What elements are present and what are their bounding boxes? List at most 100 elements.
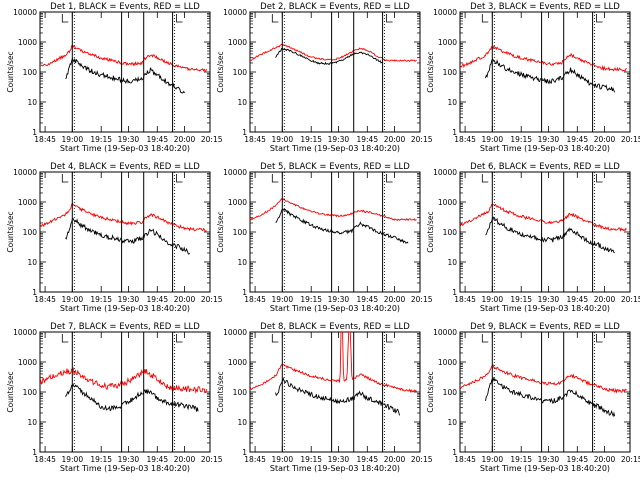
y-axis-label: Counts/sec xyxy=(426,371,435,412)
x-tick-label: 19:00 xyxy=(481,135,503,144)
y-tick-label: 100 xyxy=(233,68,248,77)
y-tick-label: 10000 xyxy=(13,8,37,17)
x-tick-label: 19:30 xyxy=(538,295,560,304)
x-tick-label: 18:45 xyxy=(244,455,266,464)
chart-title: Det 7, BLACK = Events, RED = LLD xyxy=(50,322,200,332)
y-tick-label: 10 xyxy=(447,418,457,427)
x-tick-label: 19:45 xyxy=(146,135,168,144)
plot-frame xyxy=(459,171,631,293)
interval-bracket xyxy=(596,174,603,183)
x-tick-label: 18:45 xyxy=(244,295,266,304)
x-tick-label: 19:45 xyxy=(566,295,588,304)
chart-title: Det 2, BLACK = Events, RED = LLD xyxy=(260,2,410,12)
x-tick-label: 19:30 xyxy=(538,455,560,464)
interval-bracket xyxy=(61,174,69,183)
x-tick-label: 18:45 xyxy=(34,135,56,144)
y-tick-label: 1000 xyxy=(18,358,37,367)
y-tick-label: 1000 xyxy=(18,38,37,47)
series-events-line xyxy=(65,217,190,255)
x-tick-label: 20:00 xyxy=(174,135,196,144)
interval-bracket xyxy=(176,334,183,343)
y-tick-label: 1000 xyxy=(228,38,247,47)
plot-frame xyxy=(39,11,211,133)
x-tick-label: 19:00 xyxy=(271,295,293,304)
x-tick-label: 20:15 xyxy=(621,455,640,464)
plot-frame xyxy=(459,11,631,133)
plot-frame xyxy=(459,331,631,453)
chart-panel-det-7: Det 7, BLACK = Events, RED = LLD 1 10 100 10… xyxy=(6,322,223,473)
chart-panel-det-8: Det 8, BLACK = Events, RED = LLD 1 10 100 10… xyxy=(216,322,433,473)
series-lld-line xyxy=(40,367,208,394)
chart-panel-det-9: Det 9, BLACK = Events, RED = LLD 1 10 100 10… xyxy=(426,322,640,473)
y-tick-label: 1 xyxy=(32,448,37,457)
x-axis-label: Start Time (19-Sep-03 18:40:20) xyxy=(270,464,400,473)
y-tick-label: 10 xyxy=(27,418,37,427)
y-tick-label: 1 xyxy=(32,128,37,137)
x-tick-label: 20:00 xyxy=(174,455,196,464)
interval-bracket xyxy=(176,174,183,183)
interval-bracket xyxy=(176,14,183,23)
y-tick-label: 10000 xyxy=(223,328,247,337)
x-tick-label: 19:00 xyxy=(61,295,83,304)
chart-panel-det-4: Det 4, BLACK = Events, RED = LLD 1 10 100 10… xyxy=(6,162,223,313)
y-tick-label: 10 xyxy=(237,258,247,267)
x-tick-label: 18:45 xyxy=(454,295,476,304)
x-tick-label: 19:15 xyxy=(300,295,322,304)
series-events-line xyxy=(275,47,383,65)
x-tick-label: 20:15 xyxy=(201,135,223,144)
series-lld-line xyxy=(250,332,417,394)
y-axis-label: Counts/sec xyxy=(6,371,15,412)
x-axis-label: Start Time (19-Sep-03 18:40:20) xyxy=(480,464,610,473)
x-tick-label: 20:00 xyxy=(384,135,406,144)
x-tick-label: 19:45 xyxy=(566,135,588,144)
chart-panel-det-2: Det 2, BLACK = Events, RED = LLD 1 10 100 10… xyxy=(216,2,433,153)
interval-bracket xyxy=(386,14,393,23)
y-tick-label: 100 xyxy=(233,228,248,237)
series-events-line xyxy=(275,377,401,416)
series-lld-line xyxy=(460,45,627,72)
x-axis-label: Start Time (19-Sep-03 18:40:20) xyxy=(60,304,190,313)
x-tick-label: 20:15 xyxy=(411,295,433,304)
y-tick-label: 10000 xyxy=(433,168,457,177)
interval-bracket xyxy=(481,14,489,23)
series-lld-line xyxy=(250,197,417,222)
x-tick-label: 19:00 xyxy=(481,295,503,304)
x-tick-label: 18:45 xyxy=(244,135,266,144)
x-tick-label: 20:15 xyxy=(411,455,433,464)
x-tick-label: 18:45 xyxy=(34,455,56,464)
chart-title: Det 9, BLACK = Events, RED = LLD xyxy=(470,322,620,332)
x-axis-label: Start Time (19-Sep-03 18:40:20) xyxy=(60,144,190,153)
x-tick-label: 19:15 xyxy=(90,295,112,304)
y-axis-label: Counts/sec xyxy=(6,211,15,252)
x-tick-label: 20:00 xyxy=(384,455,406,464)
series-group xyxy=(460,203,627,254)
series-group xyxy=(40,202,207,255)
y-tick-label: 100 xyxy=(23,68,38,77)
x-tick-label: 20:00 xyxy=(594,135,616,144)
x-tick-label: 20:00 xyxy=(594,295,616,304)
x-tick-label: 19:15 xyxy=(300,135,322,144)
interval-bracket xyxy=(596,334,603,343)
x-tick-label: 20:00 xyxy=(594,455,616,464)
x-tick-label: 18:45 xyxy=(34,295,56,304)
x-axis-label: Start Time (19-Sep-03 18:40:20) xyxy=(480,144,610,153)
series-group xyxy=(460,45,627,93)
y-tick-label: 1 xyxy=(452,448,457,457)
interval-bracket xyxy=(61,14,69,23)
y-tick-label: 10000 xyxy=(223,8,247,17)
y-tick-label: 100 xyxy=(23,388,38,397)
series-lld-line xyxy=(460,364,627,394)
chart-panel-det-1: Det 1, BLACK = Events, RED = LLD 1 10 100 10… xyxy=(6,2,223,153)
chart-title: Det 4, BLACK = Events, RED = LLD xyxy=(50,162,200,172)
interval-bracket xyxy=(271,174,279,183)
chart-title: Det 5, BLACK = Events, RED = LLD xyxy=(260,162,410,172)
y-tick-label: 10 xyxy=(27,258,37,267)
y-tick-label: 10 xyxy=(237,98,247,107)
series-lld-line xyxy=(40,44,208,72)
y-tick-label: 10000 xyxy=(433,328,457,337)
y-tick-label: 100 xyxy=(443,68,458,77)
plot-frame xyxy=(39,171,211,293)
x-tick-label: 19:45 xyxy=(356,135,378,144)
y-tick-label: 1 xyxy=(452,288,457,297)
x-tick-label: 18:45 xyxy=(454,135,476,144)
